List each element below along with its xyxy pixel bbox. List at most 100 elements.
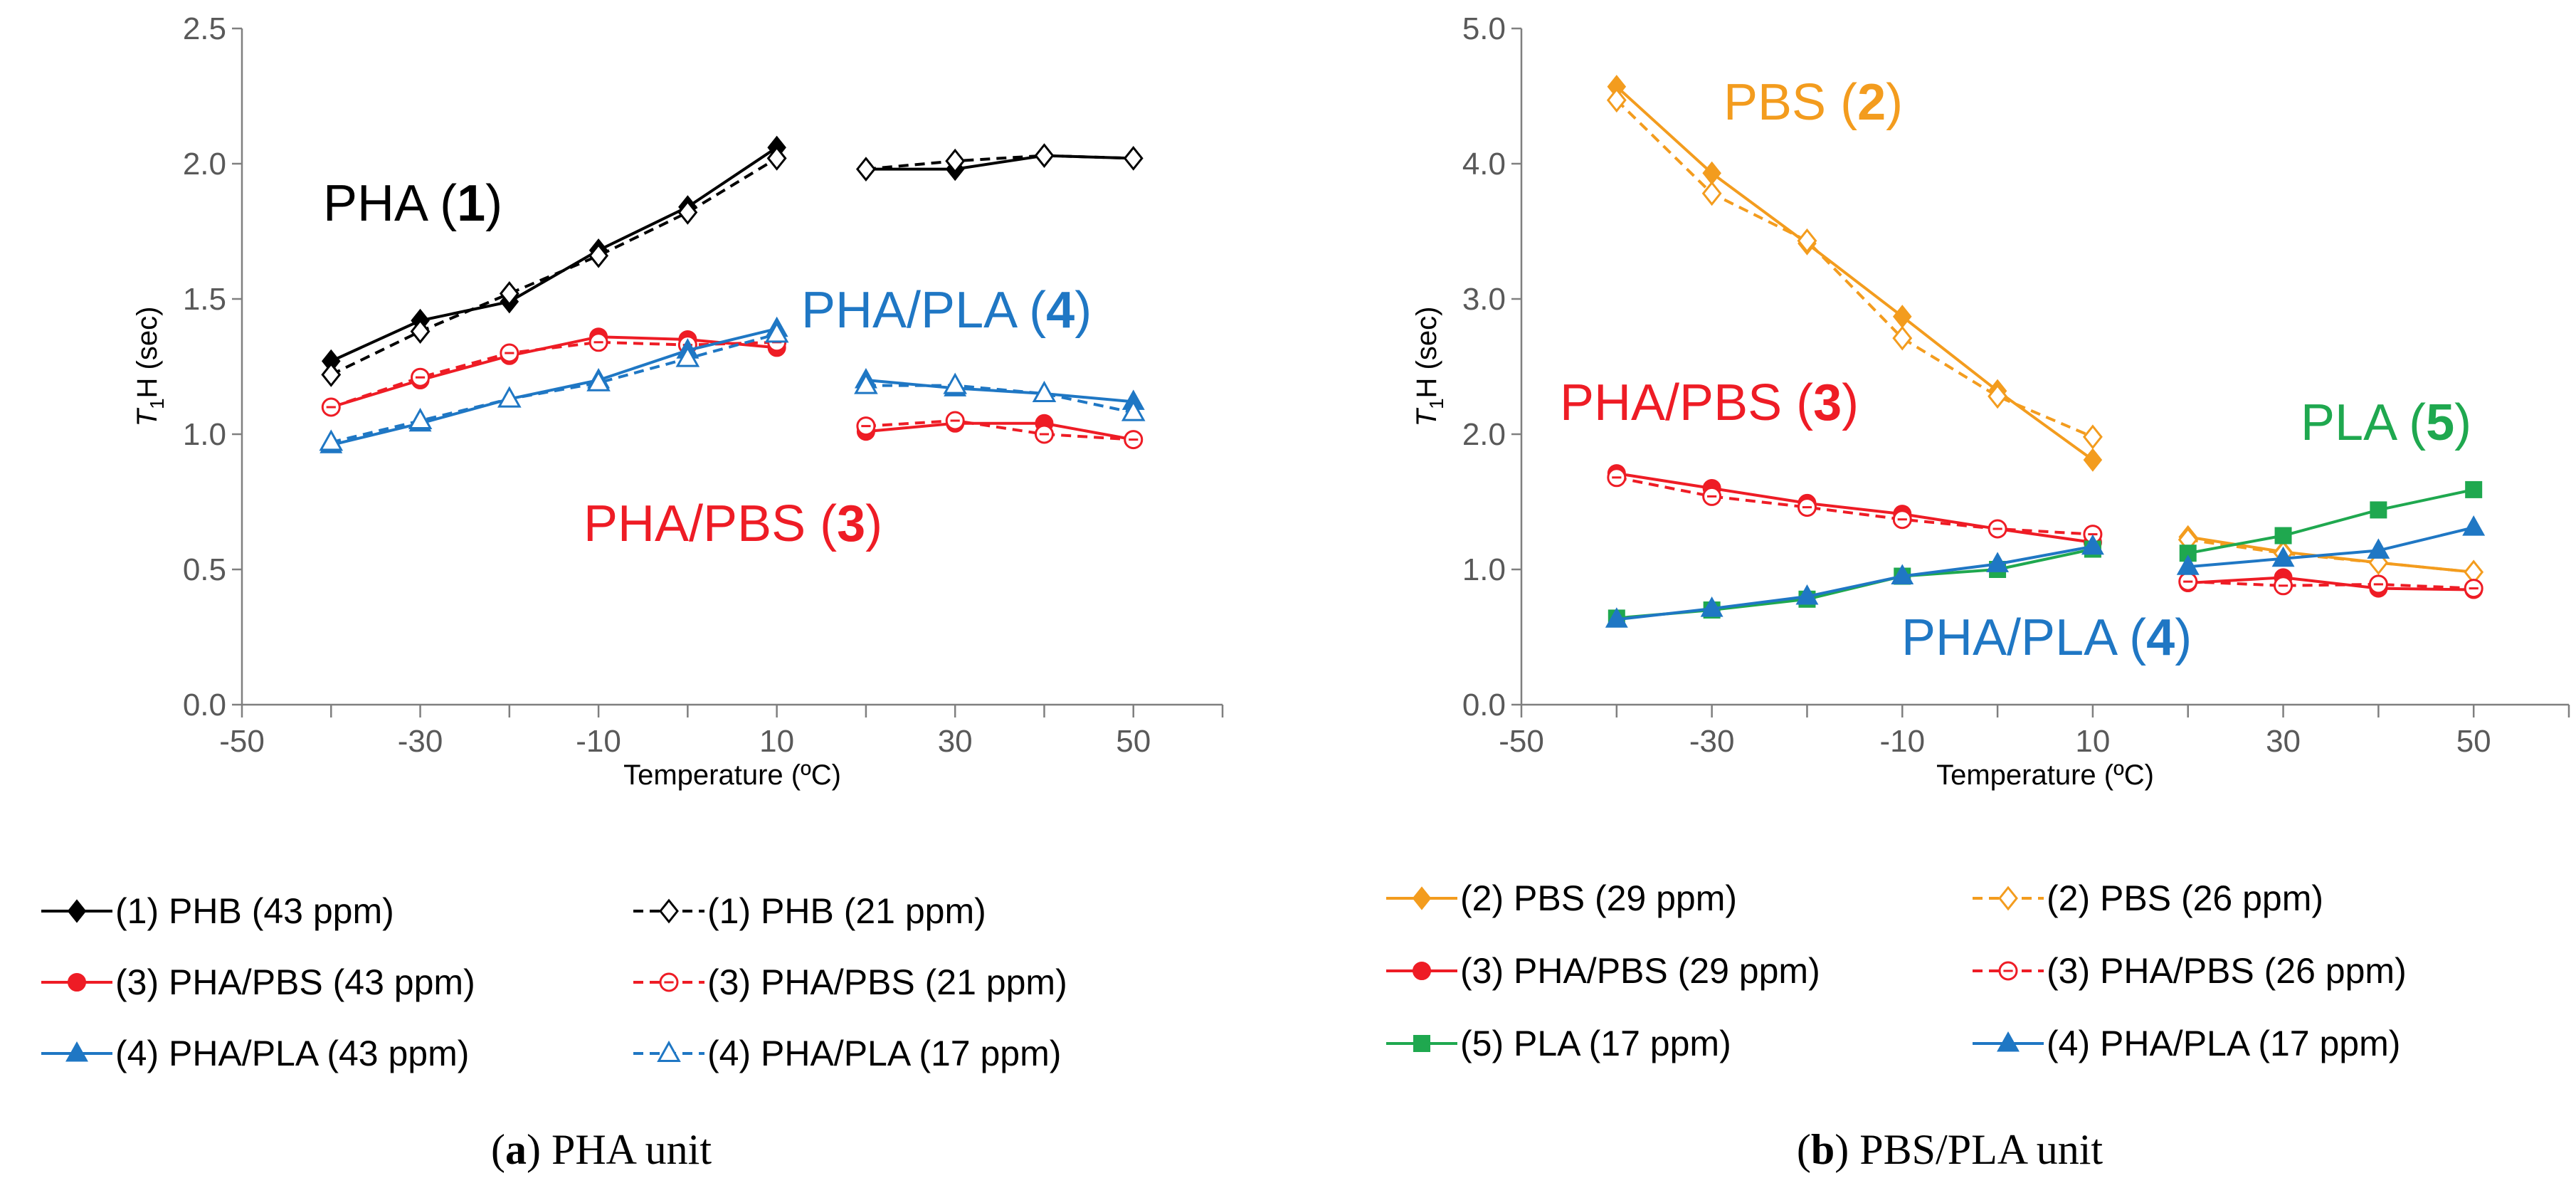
legend-item-3-pha-pbs-26-ppm: (3) PHA/PBS (26 ppm) (1973, 951, 2407, 991)
y-tick-label-0-0: 0.0 (183, 688, 226, 722)
chart-a: -50 -30 -10 10 30 50 0.0 0.5 1.0 1.5 2.0 2.5 Tempera… (132, 11, 1224, 791)
data-point (943, 372, 967, 394)
legend-label: (5) PLA (17 ppm) (1460, 1024, 1731, 1063)
data-point (1892, 305, 1912, 329)
annotation-number: 5 (2426, 394, 2454, 451)
data-point (499, 280, 519, 306)
legend-label: (3) PHA/PBS (26 ppm) (2047, 951, 2407, 991)
y-tick-label-2-0: 2.0 (183, 147, 226, 182)
data-point (2465, 480, 2483, 498)
legend-item-3-pha-pbs-29-ppm: (3) PHA/PBS (29 ppm) (1386, 951, 1820, 991)
annotation-pha-pbs: PHA/PBS (3) (1560, 374, 1859, 431)
series-4-pha-pla-17-ppm (1605, 515, 2486, 628)
data-point (319, 429, 344, 451)
data-point (1986, 552, 2010, 572)
series-line (1616, 475, 2094, 536)
data-point (586, 369, 611, 391)
data-point (1988, 384, 2008, 409)
series-line (2187, 526, 2474, 569)
data-point (677, 199, 698, 225)
annotation-close: ) (485, 175, 502, 232)
series-line (330, 340, 777, 409)
legend-label: (4) PHA/PLA (17 ppm) (2047, 1024, 2400, 1063)
series-line (330, 157, 778, 377)
series-line (865, 154, 1134, 171)
annotation-pla: PLA (5) (2301, 394, 2471, 451)
y-axis-label: T1H (sec) (1411, 307, 1447, 427)
data-point (1605, 607, 1628, 628)
annotation-label: PHA ( (323, 175, 457, 232)
x-axis-label: Temperature (ºC) (623, 759, 841, 791)
legend-label: (1) PHB (21 ppm) (707, 891, 986, 931)
annotation-number: 3 (1813, 374, 1842, 431)
x-tick-label-30: -30 (1689, 724, 1735, 759)
annotation-label: PHA/PLA ( (801, 282, 1046, 339)
y-axis-label-rest: H (sec) (1411, 307, 1442, 399)
series-line (330, 146, 778, 363)
chart-b: -50 -30 -10 10 30 50 0.0 1.0 2.0 3.0 4.0 5.0 Tempera… (1411, 11, 2570, 791)
legend-marker (657, 1040, 681, 1062)
data-point (588, 243, 609, 268)
data-point (766, 145, 787, 171)
data-point (1606, 88, 1627, 113)
caption-a: (a) PHA unit (491, 1126, 712, 1173)
data-point (2081, 534, 2104, 555)
data-point (2082, 424, 2103, 450)
data-point (855, 157, 876, 182)
legend-marker (1998, 885, 2018, 911)
legend-marker (65, 1041, 88, 1062)
series-line (865, 421, 1134, 441)
series-line (1615, 85, 2094, 461)
annotation-pbs: PBS (2) (1724, 74, 1903, 131)
series-line (865, 419, 1134, 441)
legend-label: (1) PHB (43 ppm) (115, 891, 394, 931)
x-tick-label-30: 30 (938, 724, 973, 759)
data-point (321, 362, 342, 387)
data-point (2271, 546, 2295, 567)
legend-marker (1412, 886, 1432, 910)
data-point (854, 372, 878, 394)
x-tick-label-50: 50 (2456, 724, 2491, 759)
legend-item-4-pha-pla-43-ppm: (4) PHA/PLA (43 ppm) (41, 1034, 469, 1073)
annotation-close: ) (2454, 394, 2471, 451)
series-line (330, 327, 778, 447)
legend-marker (659, 898, 679, 924)
annotation-label: PHA/PBS ( (1560, 374, 1813, 431)
y-tick-label-0-5: 0.5 (183, 552, 226, 587)
y-tick-label-5-0: 5.0 (1462, 11, 1506, 46)
y-axis-label-t: T (132, 407, 163, 426)
data-point (1700, 596, 1724, 617)
data-point (1123, 145, 1144, 171)
x-axis-label: Temperature (ºC) (1936, 759, 2154, 791)
series-3-pha-pbs-26-ppm (1607, 468, 2483, 599)
series-line (865, 154, 1134, 171)
data-point (497, 386, 522, 408)
y-tick-label-4-0: 4.0 (1462, 147, 1506, 182)
series-line (1616, 545, 2094, 621)
data-point (2367, 538, 2390, 559)
series-2-pbs-29-ppm (1607, 75, 2483, 584)
annotation-pha-pla: PHA/PLA (4) (1901, 609, 2192, 666)
x-tick-label-50: 50 (1116, 724, 1151, 759)
y-tick-label-1-5: 1.5 (183, 282, 226, 317)
data-point (1797, 228, 1817, 253)
y-tick-label-2-0: 2.0 (1462, 417, 1506, 452)
legend-marker (1997, 1031, 2020, 1052)
data-point (675, 345, 700, 367)
legend-item-4-pha-pla-17-ppm: (4) PHA/PLA (17 ppm) (1973, 1024, 2400, 1063)
annotation-pha-pla: PHA/PLA (4) (801, 282, 1092, 339)
legend-item-3-pha-pbs-21-ppm: (3) PHA/PBS (21 ppm) (633, 962, 1067, 1002)
series-line (2187, 576, 2474, 592)
x-tick-label-50: -50 (219, 724, 265, 759)
legend-item-5-pla-17-ppm: (5) PLA (17 ppm) (1386, 1024, 1731, 1063)
caption-a-letter: a (505, 1126, 527, 1173)
annotation-label: PHA/PBS ( (584, 495, 837, 552)
data-point (1034, 143, 1055, 169)
series-1-phb-21-ppm (321, 143, 1144, 387)
data-point (764, 321, 789, 343)
legend-label: (3) PHA/PBS (43 ppm) (115, 962, 475, 1002)
legend-marker (68, 973, 86, 992)
legend-item-2-pbs-26-ppm: (2) PBS (26 ppm) (1973, 878, 2323, 918)
legend-a: (1) PHB (43 ppm) (1) PHB (21 ppm) (3) PHA/… (41, 891, 1067, 1073)
